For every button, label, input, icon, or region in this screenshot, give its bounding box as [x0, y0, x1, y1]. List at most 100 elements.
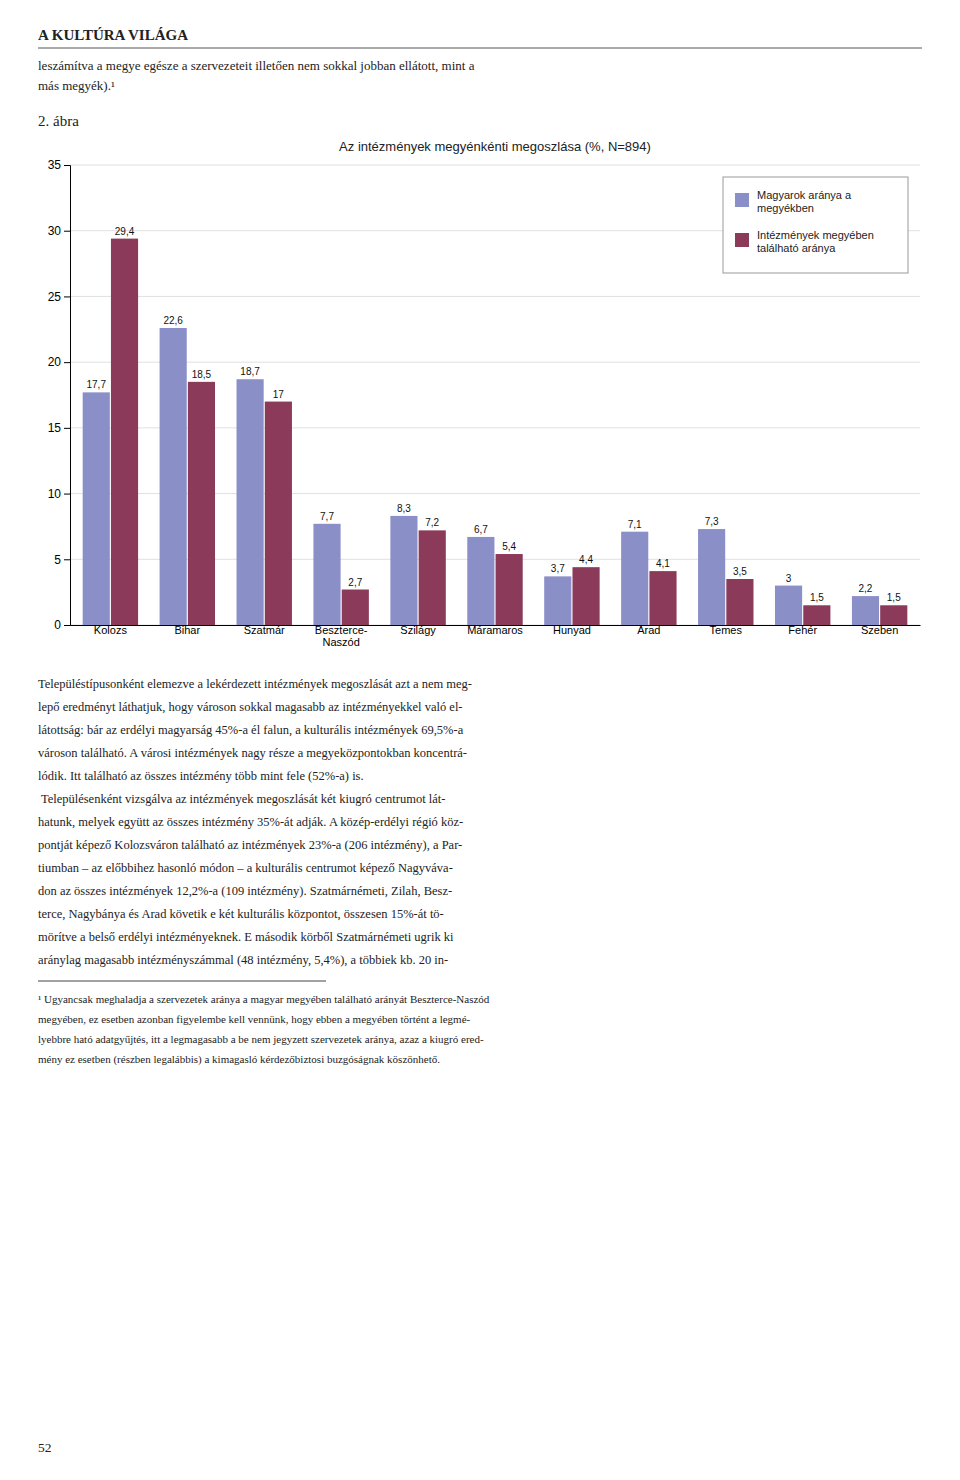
bar — [390, 516, 417, 625]
bar — [572, 567, 599, 625]
grid-line — [70, 362, 920, 363]
grid-line — [70, 165, 920, 166]
intro-text: leszámítva a megye egésze a szervezeteit… — [38, 58, 475, 73]
y-tick-mark — [64, 428, 70, 429]
x-tick-label: Arad — [637, 624, 660, 636]
body-text: látottság: bár az erdélyi magyarság 45%-… — [38, 723, 464, 737]
bar — [496, 554, 523, 625]
footnote: megyében, ez esetben azonban figyelembe … — [38, 1013, 471, 1025]
bar — [880, 605, 907, 625]
bar-series — [111, 239, 907, 625]
data-label: 5,4 — [502, 541, 516, 552]
y-tick-label: 5 — [54, 553, 61, 567]
x-tick: Hunyad — [553, 624, 591, 636]
text-line: Naszód — [323, 636, 360, 648]
x-tick-label: Fehér — [788, 624, 817, 636]
x-tick: Szilágy — [400, 624, 436, 636]
text-line: Máramaros — [467, 624, 523, 636]
data-label: 4,4 — [579, 554, 593, 565]
bar — [698, 529, 725, 625]
legend-label: Intézmények megyébentalálható aránya — [757, 229, 874, 254]
legend-swatch — [735, 193, 749, 207]
body-text: don az összes intézmények 12,2%-a (109 i… — [38, 884, 452, 898]
data-label: 3,5 — [733, 566, 747, 577]
text-line: Beszterce- — [315, 624, 368, 636]
bar — [803, 605, 830, 625]
x-tick: Fehér — [788, 624, 817, 636]
y-tick-label: 15 — [48, 421, 62, 435]
y-tick: 0 — [54, 618, 70, 632]
text-line: Temes — [710, 624, 743, 636]
y-tick: 5 — [54, 553, 70, 567]
data-label: 4,1 — [656, 558, 670, 569]
data-label: 22,6 — [163, 315, 183, 326]
text-line: Szeben — [861, 624, 898, 636]
y-tick-mark — [64, 165, 70, 166]
body-text: tiumban – az előbbihez hasonló módon – a… — [38, 861, 453, 875]
y-tick-mark — [64, 231, 70, 232]
data-label: 3 — [786, 573, 792, 584]
data-label: 3,7 — [551, 563, 565, 574]
text-line: Hunyad — [553, 624, 591, 636]
body-text: hatunk, melyek együtt az összes intézmén… — [38, 815, 463, 829]
y-tick-mark — [64, 625, 70, 626]
y-tick: 15 — [48, 421, 70, 435]
x-tick-label: Szatmár — [244, 624, 285, 636]
bars — [83, 239, 908, 625]
legend-label: Magyarok aránya amegyékben — [757, 189, 852, 214]
data-label: 17 — [273, 389, 285, 400]
grid-line — [70, 296, 920, 297]
footnote: ¹ Ugyancsak meghaladja a szervezetek ará… — [38, 993, 490, 1005]
data-label: 7,3 — [705, 516, 719, 527]
x-tick-label: Hunyad — [553, 624, 591, 636]
x-tick: Szatmár — [244, 624, 285, 636]
text-line: megyékben — [757, 202, 814, 214]
bar — [544, 576, 571, 625]
y-tick-mark — [64, 494, 70, 495]
x-tick: Máramaros — [467, 624, 523, 636]
data-labels: 17,722,618,77,78,36,73,77,17,332,229,418… — [87, 226, 902, 604]
x-tick-label: Beszterce-Naszód — [315, 624, 368, 648]
bar — [621, 532, 648, 625]
data-label: 1,5 — [887, 592, 901, 603]
bar-series — [83, 328, 879, 625]
body-text: aránylag magasabb intézményszámmal (48 i… — [38, 953, 448, 967]
y-tick: 10 — [48, 487, 70, 501]
data-label: 29,4 — [115, 226, 135, 237]
legend-item: Intézmények megyébentalálható aránya — [735, 229, 874, 254]
y-tick-mark — [64, 559, 70, 560]
y-tick-label: 0 — [54, 618, 61, 632]
body-text: pontját képező Kolozsváron található az … — [38, 838, 462, 852]
figure-label: 2. ábra — [38, 113, 79, 129]
y-tick-mark — [64, 296, 70, 297]
text-line: Szilágy — [400, 624, 436, 636]
intro-text: más megyék).¹ — [38, 78, 115, 93]
x-tick-label: Szilágy — [400, 624, 436, 636]
text-line: Bihar — [174, 624, 200, 636]
data-label: 2,7 — [348, 577, 362, 588]
data-label: 6,7 — [474, 524, 488, 535]
x-tick: Szeben — [861, 624, 898, 636]
y-tick-label: 30 — [48, 224, 62, 238]
y-tick-label: 10 — [48, 487, 62, 501]
footnote: mény ez esetben (részben legalábbis) a k… — [38, 1053, 440, 1066]
y-tick: 20 — [48, 355, 70, 369]
x-tick-label: Máramaros — [467, 624, 523, 636]
data-label: 18,7 — [240, 366, 260, 377]
title-rule — [38, 48, 922, 49]
bar — [726, 579, 753, 625]
bar — [313, 524, 340, 625]
x-tick: Temes — [710, 624, 743, 636]
text-line: Fehér — [788, 624, 817, 636]
x-axis: Kolozs Bihar Szatmár Beszterce-Naszód Szilág… — [71, 624, 921, 648]
bar — [111, 239, 138, 625]
bar — [467, 537, 494, 625]
page-number: 52 — [38, 1440, 52, 1455]
x-tick: Kolozs — [94, 624, 128, 636]
data-label: 7,7 — [320, 511, 334, 522]
data-label: 7,2 — [425, 517, 439, 528]
bar — [160, 328, 187, 625]
text-line: Kolozs — [94, 624, 128, 636]
y-tick-label: 25 — [48, 290, 62, 304]
grid — [70, 165, 920, 625]
